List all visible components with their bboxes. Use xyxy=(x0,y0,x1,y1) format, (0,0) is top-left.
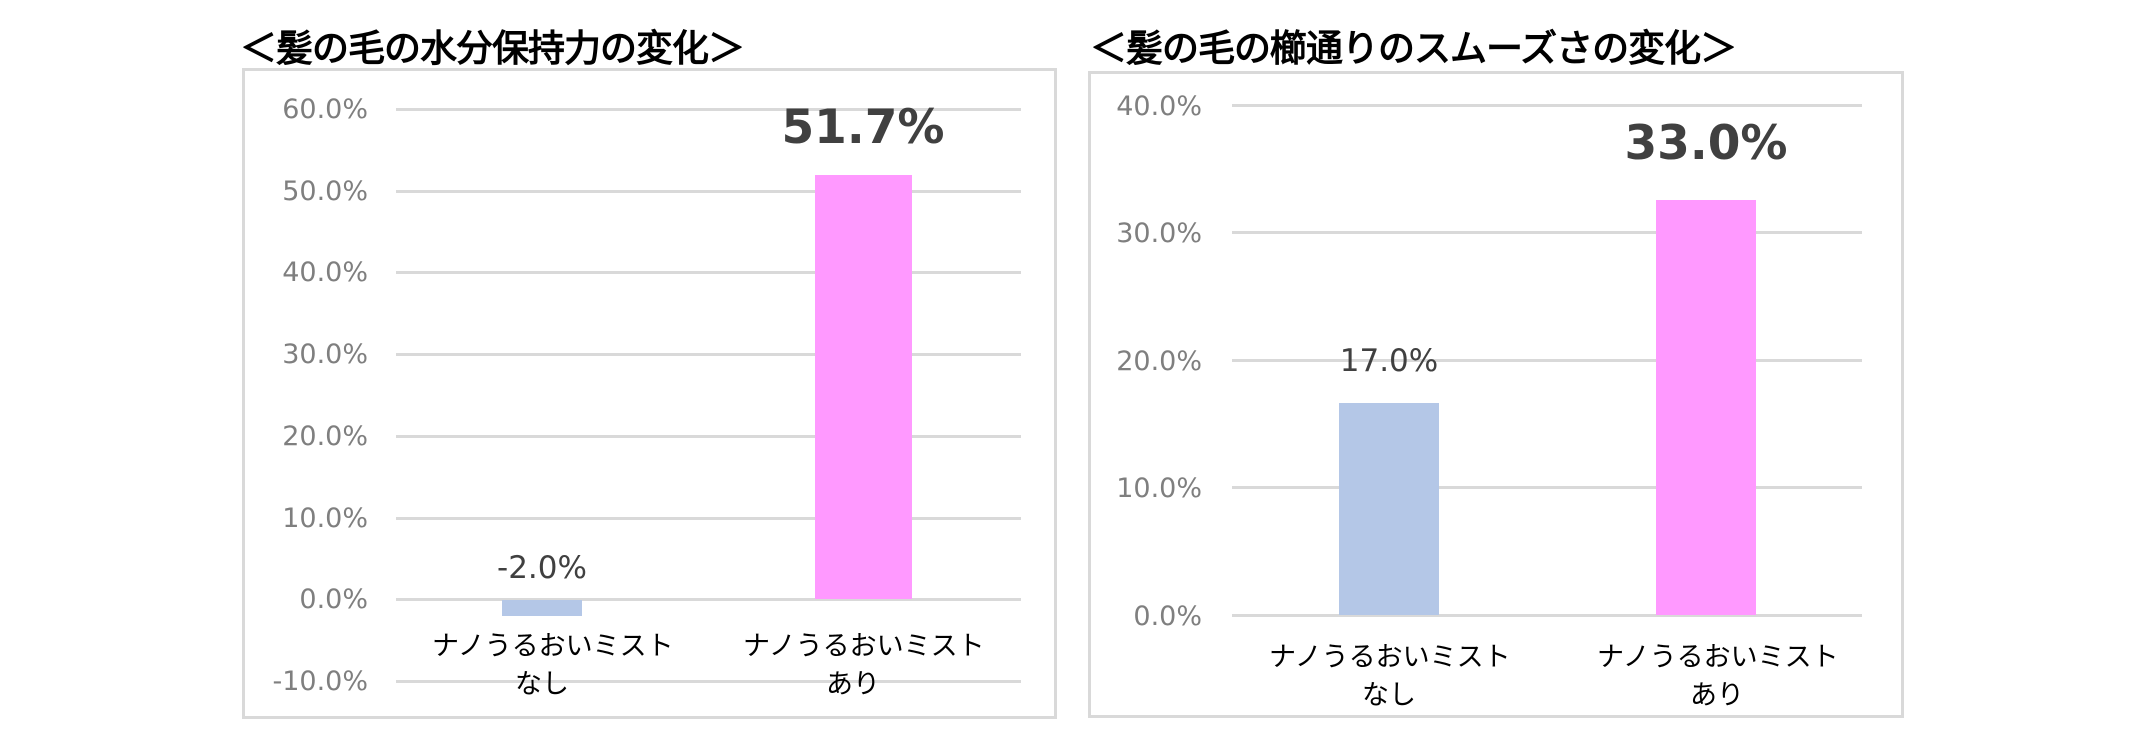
chart1-gridline-minus10 xyxy=(396,680,1021,683)
chart1-frame xyxy=(242,68,1057,719)
chart2-category-without-line1: ナノうるおいミスト xyxy=(1269,642,1511,673)
chart1-bar-with xyxy=(815,175,912,599)
chart1-ytick: 30.0% xyxy=(282,339,368,370)
chart1-bar-without xyxy=(502,600,582,616)
chart2-bar-with xyxy=(1656,200,1756,615)
chart1-ytick: -10.0% xyxy=(272,666,368,697)
chart1-gridline-30 xyxy=(396,353,1021,356)
chart1-ytick: 60.0% xyxy=(282,94,368,125)
chart1-category-with-line1: ナノうるおいミスト xyxy=(743,631,985,662)
chart1-gridline-60 xyxy=(396,108,1021,111)
chart1-category-without: ナノうるおいミスト なし xyxy=(432,628,674,704)
chart1-data-label-without: -2.0% xyxy=(497,550,587,586)
chart2-ytick: 20.0% xyxy=(1116,346,1202,377)
chart1-category-with: ナノうるおいミスト あり xyxy=(743,628,985,704)
chart1-ytick: 50.0% xyxy=(282,176,368,207)
chart2-gridline-30 xyxy=(1232,231,1862,234)
chart2-gridline-20 xyxy=(1232,359,1862,362)
chart2-bar-without xyxy=(1339,403,1439,615)
chart1-gridline-50 xyxy=(396,190,1021,193)
chart2-frame xyxy=(1088,71,1904,718)
chart1-ytick: 40.0% xyxy=(282,257,368,288)
chart2-data-label-with: 33.0% xyxy=(1624,116,1788,171)
chart1-data-label-with: 51.7% xyxy=(781,100,945,155)
chart2-gridline-0 xyxy=(1232,614,1862,617)
chart2-ytick: 10.0% xyxy=(1116,473,1202,504)
chart1-ytick: 20.0% xyxy=(282,421,368,452)
chart2-ytick: 0.0% xyxy=(1133,601,1202,632)
chart1-gridline-10 xyxy=(396,517,1021,520)
chart1-title: ＜髪の毛の水分保持力の変化＞ xyxy=(240,27,745,70)
chart1-gridline-0 xyxy=(396,598,1021,601)
chart1-category-with-line2: あり xyxy=(826,669,880,700)
chart1-gridline-40 xyxy=(396,271,1021,274)
chart2-ytick: 30.0% xyxy=(1116,218,1202,249)
chart2-gridline-10 xyxy=(1232,486,1862,489)
chart2-category-without: ナノうるおいミスト なし xyxy=(1269,639,1511,715)
chart2-data-label-without: 17.0% xyxy=(1339,343,1439,379)
chart2-title: ＜髪の毛の櫛通りのスムーズさの変化＞ xyxy=(1090,27,1737,70)
chart1-category-without-line2: なし xyxy=(515,669,569,700)
chart1-gridline-20 xyxy=(396,435,1021,438)
chart1-ytick: 10.0% xyxy=(282,503,368,534)
chart2-category-with: ナノうるおいミスト あり xyxy=(1597,639,1839,715)
chart2-gridline-40 xyxy=(1232,104,1862,107)
chart2-ytick: 40.0% xyxy=(1116,91,1202,122)
chart2-category-without-line2: なし xyxy=(1362,680,1416,711)
chart2-category-with-line1: ナノうるおいミスト xyxy=(1597,642,1839,673)
chart2-category-with-line2: あり xyxy=(1690,680,1744,711)
chart1-category-without-line1: ナノうるおいミスト xyxy=(432,631,674,662)
chart1-ytick: 0.0% xyxy=(299,584,368,615)
